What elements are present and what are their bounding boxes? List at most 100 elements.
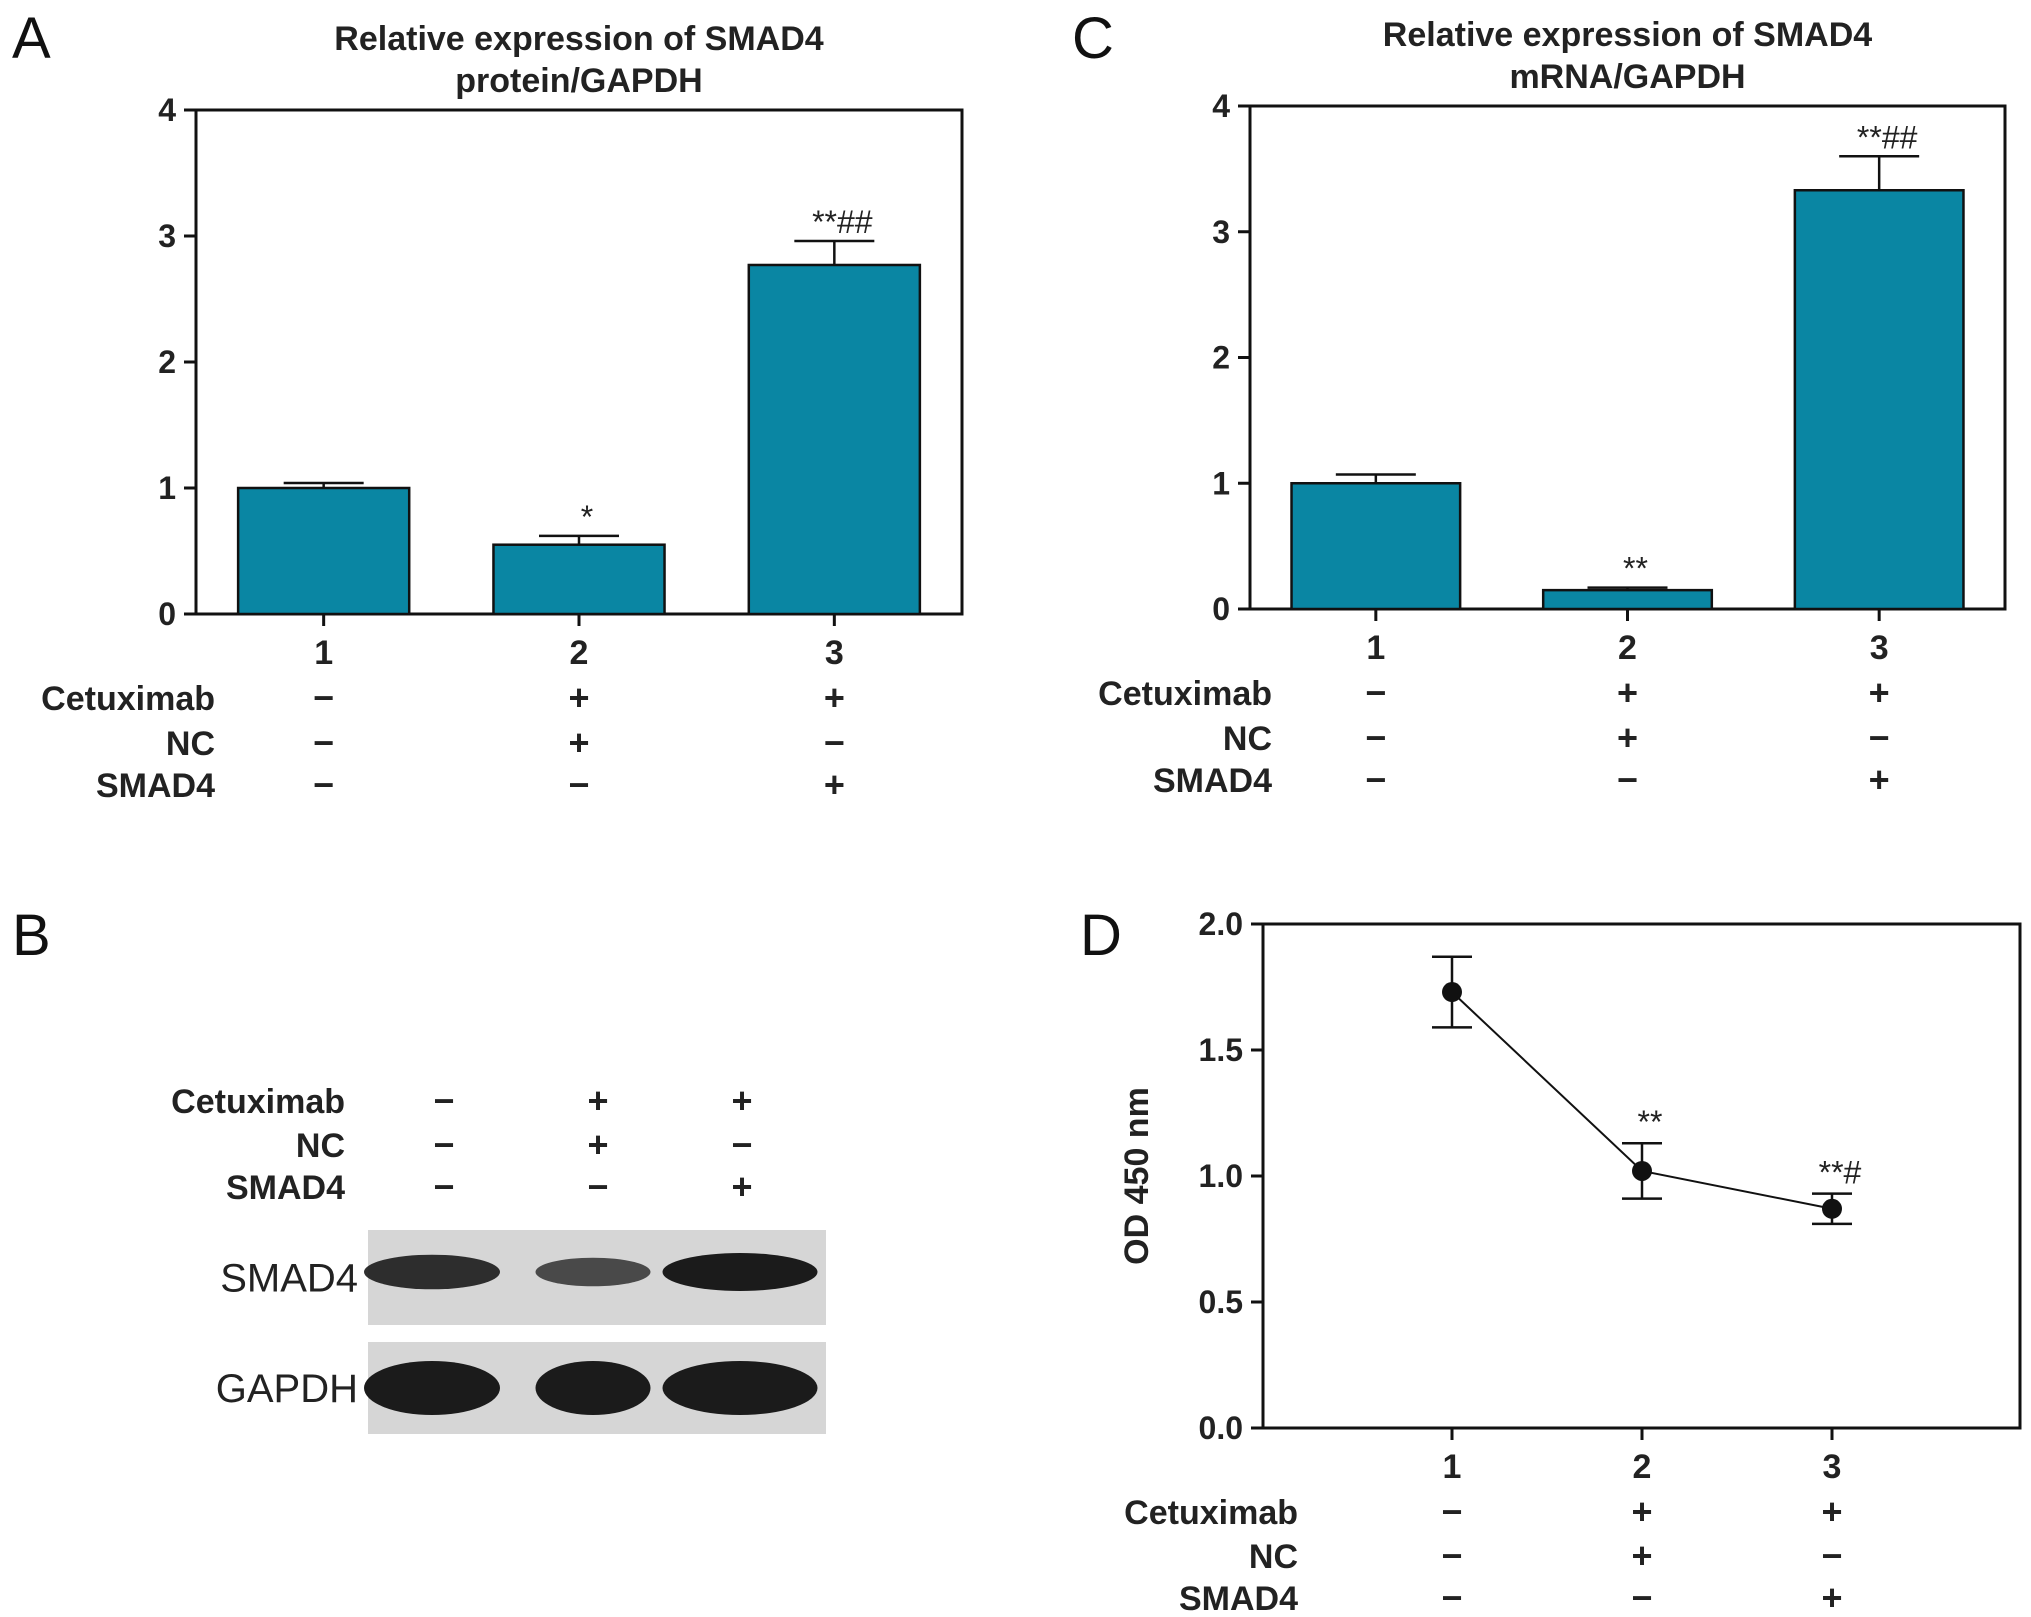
chart-a-ytick-label: 4 bbox=[158, 92, 176, 128]
chart-c-ytick-label: 1 bbox=[1212, 465, 1230, 501]
chart-a-bar bbox=[236, 486, 411, 616]
chart-c-row-label-smad4: SMAD4 bbox=[1153, 762, 1272, 800]
chart-c-category-label: 2 bbox=[1618, 629, 1637, 667]
chart-d-sign: − bbox=[1441, 1535, 1462, 1576]
panel-letter-c: C bbox=[1072, 6, 1114, 71]
chart-c-ytick-label: 0 bbox=[1212, 591, 1230, 627]
chart-d-significance: ** bbox=[1638, 1104, 1663, 1140]
chart-c-category-label: 1 bbox=[1366, 629, 1385, 667]
chart-c-bar bbox=[1793, 189, 1965, 611]
blot-b-sign: + bbox=[731, 1166, 752, 1207]
chart-d-category-label: 1 bbox=[1443, 1448, 1462, 1486]
blot-row-label-smad4: SMAD4 bbox=[220, 1257, 358, 1301]
chart-a-sign: + bbox=[568, 677, 589, 718]
blot-band-gapdh bbox=[535, 1361, 651, 1415]
blot-b-sign: − bbox=[433, 1080, 454, 1121]
chart-c-row-label-nc: NC bbox=[1223, 720, 1272, 758]
chart-a-sign: − bbox=[568, 764, 589, 805]
chart-c-ytick-label: 3 bbox=[1212, 214, 1230, 250]
chart-d-row-label-cetuximab: Cetuximab bbox=[1124, 1494, 1298, 1532]
chart-a-row-label-smad4: SMAD4 bbox=[96, 767, 215, 805]
chart-d-data-point bbox=[1822, 1198, 1842, 1219]
chart-a-bar bbox=[492, 543, 666, 616]
chart-d-sign: − bbox=[1631, 1577, 1652, 1617]
chart-c-significance: **## bbox=[1857, 119, 1918, 155]
chart-d-ytick-label: 0.0 bbox=[1199, 1410, 1243, 1446]
chart-a-ytick-label: 3 bbox=[158, 218, 176, 254]
chart-d-sign: + bbox=[1631, 1535, 1652, 1576]
chart-c-sign: − bbox=[1365, 717, 1386, 758]
blot-b-sign: − bbox=[433, 1166, 454, 1207]
chart-c-row-label-cetuximab: Cetuximab bbox=[1098, 675, 1272, 713]
chart-a-row-label-nc: NC bbox=[166, 725, 215, 763]
blot-band-smad4 bbox=[535, 1257, 651, 1287]
blot-band-gapdh bbox=[662, 1361, 818, 1415]
chart-a-ytick-label: 2 bbox=[158, 344, 176, 380]
chart-a-sign: + bbox=[568, 722, 589, 763]
blot-band-smad4 bbox=[364, 1254, 500, 1290]
blot-b-row-label-smad4: SMAD4 bbox=[226, 1169, 345, 1207]
chart-d-category-label: 3 bbox=[1823, 1448, 1842, 1486]
chart-a-title-line: Relative expression of SMAD4 bbox=[334, 20, 823, 58]
chart-c-title-line: Relative expression of SMAD4 bbox=[1383, 16, 1872, 54]
chart-c-sign: − bbox=[1365, 672, 1386, 713]
blot-b-sign: − bbox=[587, 1166, 608, 1207]
chart-a-significance: **## bbox=[812, 204, 873, 240]
blot-band-smad4 bbox=[662, 1253, 818, 1291]
chart-c-ytick-label: 4 bbox=[1212, 88, 1230, 124]
chart-a-ytick-label: 0 bbox=[158, 596, 176, 632]
chart-a-sign: + bbox=[824, 677, 845, 718]
chart-a-row-label-cetuximab: Cetuximab bbox=[41, 680, 215, 718]
chart-a-sign: − bbox=[824, 722, 845, 763]
chart-a-ytick-label: 1 bbox=[158, 470, 176, 506]
chart-d-sign: − bbox=[1441, 1491, 1462, 1532]
chart-d-sign: + bbox=[1821, 1577, 1842, 1617]
blot-b-sign: − bbox=[731, 1124, 752, 1165]
chart-a-category-label: 1 bbox=[314, 634, 333, 672]
chart-a-significance: * bbox=[581, 499, 593, 535]
chart-d-sign: + bbox=[1821, 1491, 1842, 1532]
panel-letter-a: A bbox=[12, 6, 51, 71]
chart-a-category-label: 2 bbox=[570, 634, 589, 672]
blot-b-sign: + bbox=[731, 1080, 752, 1121]
chart-c-ytick-label: 2 bbox=[1212, 340, 1230, 376]
blot-b-sign: − bbox=[433, 1124, 454, 1165]
blot-b-sign: + bbox=[587, 1124, 608, 1165]
blot-b-row-label-nc: NC bbox=[296, 1127, 345, 1165]
chart-c-sign: + bbox=[1617, 672, 1638, 713]
chart-d-row-label-smad4: SMAD4 bbox=[1179, 1580, 1298, 1617]
chart-a: Relative expression of SMAD4 protein/GAPD… bbox=[41, 20, 964, 805]
chart-d-sign: − bbox=[1441, 1577, 1462, 1617]
chart-c-significance: ** bbox=[1623, 551, 1648, 587]
chart-d-row-label-nc: NC bbox=[1249, 1538, 1298, 1576]
chart-a-sign: − bbox=[313, 722, 334, 763]
chart-c-sign: + bbox=[1869, 759, 1890, 800]
chart-a-sign: − bbox=[313, 764, 334, 805]
chart-a-title-line: protein/GAPDH bbox=[455, 62, 702, 100]
chart-d-data-point bbox=[1442, 982, 1462, 1003]
chart-c-sign: − bbox=[1869, 717, 1890, 758]
chart-a-bar bbox=[747, 263, 922, 616]
chart-d-sign: + bbox=[1631, 1491, 1652, 1532]
panel-letter-b: B bbox=[12, 903, 51, 968]
chart-c-sign: − bbox=[1365, 759, 1386, 800]
chart-c-sign: − bbox=[1617, 759, 1638, 800]
chart-c-sign: + bbox=[1617, 717, 1638, 758]
chart-d-data-point bbox=[1632, 1160, 1652, 1181]
chart-c-category-label: 3 bbox=[1870, 629, 1889, 667]
chart-d-sign: − bbox=[1821, 1535, 1842, 1576]
chart-a-category-label: 3 bbox=[825, 634, 844, 672]
blot-row-label-gapdh: GAPDH bbox=[216, 1367, 358, 1411]
chart-d: 0.0 0.5 1.0 1.5 2.0 OD 450 nm 1 ** 2 **# 3 Cetuxima… bbox=[1118, 906, 2022, 1617]
chart-c-bar bbox=[1541, 588, 1714, 611]
blot-band-gapdh bbox=[364, 1361, 500, 1415]
chart-d-ylabel: OD 450 nm bbox=[1118, 1087, 1156, 1265]
chart-a-sign: + bbox=[824, 764, 845, 805]
blot-b-row-label-cetuximab: Cetuximab bbox=[171, 1083, 345, 1121]
chart-d-ytick-label: 2.0 bbox=[1199, 906, 1243, 942]
chart-d-ytick-label: 1.0 bbox=[1199, 1158, 1243, 1194]
panel-letter-d: D bbox=[1080, 903, 1122, 968]
chart-c-title-line: mRNA/GAPDH bbox=[1509, 58, 1745, 96]
chart-c: Relative expression of SMAD4 mRNA/GAPDH 0 1… bbox=[1098, 16, 2007, 800]
